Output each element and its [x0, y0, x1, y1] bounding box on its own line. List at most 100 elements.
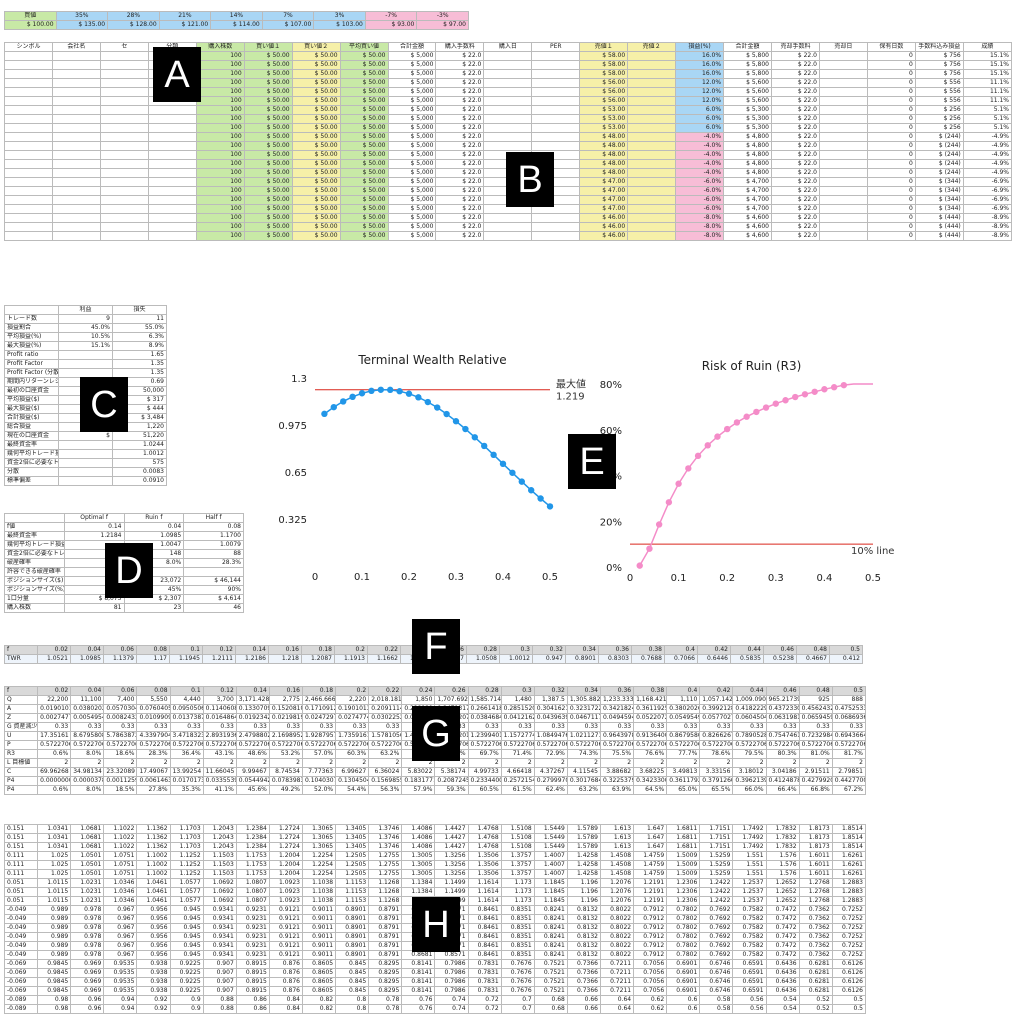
- grid-cell: 0.3225379: [599, 776, 635, 786]
- trade-cell: 100: [195, 222, 245, 232]
- grid-cell: 0.989: [37, 914, 72, 924]
- grid-cell: 0.978: [70, 923, 105, 933]
- empty-cell: [531, 87, 581, 97]
- stats-cell: 6.3%: [112, 332, 167, 342]
- grid-cell: 1.2505: [335, 869, 370, 879]
- grid-cell: 0.33: [599, 722, 635, 732]
- grid-cell: 0.7831: [467, 977, 502, 987]
- trade-cell: 100: [195, 177, 245, 187]
- stats-cell: 最大損益(%): [4, 341, 59, 351]
- empty-cell: [99, 141, 149, 151]
- grid-cell: 0.956: [136, 914, 171, 924]
- grid-cell: 0.6126: [831, 977, 867, 987]
- trade-row: 100 $ 50.00 $ 50.00 $ 50.00 $ 5,000 $ 22.0 $ 5…: [4, 60, 1013, 70]
- trade-cell: $ 4,700: [723, 177, 772, 187]
- y-tick-label: 0.325: [278, 515, 307, 526]
- twr-cell: 1.218: [268, 654, 302, 664]
- trade-cell: $ 5,000: [387, 231, 437, 241]
- trade-cell: $ 22.0: [435, 51, 485, 61]
- trade-cell: 0: [866, 114, 916, 124]
- trade-cell: $ 4,800: [723, 150, 772, 160]
- grid-cell: 0.0335539: [202, 776, 237, 786]
- x-tick-label: 0.5: [542, 572, 558, 583]
- grid-cell: 0.9341: [202, 923, 237, 933]
- empty-cell: [99, 213, 149, 223]
- stats-header: [4, 513, 65, 523]
- trade-cell: $ 50.00: [339, 69, 389, 79]
- trade-cell: -8.0%: [675, 222, 725, 232]
- grid-cell: 0.0000000: [37, 776, 72, 786]
- stats-cell: 9: [58, 314, 113, 324]
- grid-cell: P: [3, 740, 39, 750]
- twr-cell: 0.44: [730, 645, 764, 655]
- grid-cell: 2: [699, 758, 734, 768]
- grid-cell: 0.3231722: [566, 704, 601, 714]
- empty-cell: [51, 69, 101, 79]
- grid-cell: 0.8605: [301, 986, 337, 996]
- grid-cell: 0.3992128: [699, 704, 734, 714]
- grid-cell: 2: [268, 758, 303, 768]
- stats-cell: 0.0083: [112, 467, 167, 477]
- data-point: [762, 404, 770, 411]
- ruin-chart: Risk of Ruin (R3)00.10.20.30.40.50%20%40…: [600, 359, 895, 584]
- grid-cell: 0.4182229: [732, 704, 767, 714]
- grid-cell: 0.1831771: [401, 776, 436, 786]
- grid-cell: 1.7492: [732, 833, 767, 843]
- grid-cell: 0.46: [765, 686, 800, 696]
- grid-cell: 0.8461: [467, 950, 502, 960]
- grid-cell: 2: [37, 758, 72, 768]
- grid-cell: 0.02: [37, 686, 72, 696]
- threshold-label: 最大値: [556, 378, 586, 391]
- grid-cell: 1.0346: [103, 878, 138, 888]
- trade-cell: $ 22.0: [435, 150, 485, 160]
- grid-cell: 1.2505: [335, 860, 370, 870]
- grid-cell: 0.82: [301, 1004, 337, 1014]
- grid-cell: 0.6746: [699, 977, 734, 987]
- grid-cell: 0.969: [70, 959, 105, 969]
- empty-cell: [627, 123, 677, 133]
- data-point: [452, 418, 460, 425]
- grid-cell: 0.1901013: [335, 704, 370, 714]
- grid-cell: 0.0061463: [136, 776, 171, 786]
- x-tick-label: 0.1: [354, 572, 370, 583]
- grid-cell: 0.0082432: [103, 713, 138, 723]
- grid-cell: 1.647: [633, 842, 668, 852]
- trade-cell: 100: [195, 114, 245, 124]
- grid-cell: 0.945: [169, 950, 204, 960]
- grid-cell: 1.8514: [831, 824, 867, 834]
- empty-cell: [531, 60, 581, 70]
- grid-cell: 0.7582: [732, 941, 767, 951]
- grid-cell: 0.12: [202, 686, 237, 696]
- trade-cell: $ (444): [914, 231, 964, 241]
- grid-cell: 0.9341: [202, 941, 237, 951]
- empty-cell: [627, 78, 677, 88]
- grid-cell: 0.6: [666, 995, 701, 1005]
- grid-cell: 0.33: [798, 722, 833, 732]
- trade-cell: $ 50.00: [243, 222, 293, 232]
- grid-cell: 1.647: [633, 833, 668, 843]
- y-tick-label: 0%: [606, 563, 622, 574]
- trade-cell: 0: [866, 177, 916, 187]
- twr-cell: 1.0985: [70, 654, 104, 664]
- trade-cell: $ 50.00: [243, 186, 293, 196]
- grid-cell: 0.33: [533, 722, 568, 732]
- grid-cell: 0.1330709: [235, 704, 270, 714]
- grid-cell: 1.0501: [70, 869, 105, 879]
- stats-cell: 575: [112, 458, 167, 468]
- grid-cell: 1.6811: [666, 833, 701, 843]
- grid-cell: 0.7582: [732, 932, 767, 942]
- grid-cell: 1.1022: [103, 824, 138, 834]
- grid-cell: 0.7986: [434, 986, 469, 996]
- grid-cell: 1.6261: [831, 860, 867, 870]
- grid-cell: 1.5449: [533, 824, 568, 834]
- grid-cell: 1.1503: [202, 851, 237, 861]
- grid-cell: 0.9231: [235, 950, 270, 960]
- grid-cell: 1.1002: [136, 851, 171, 861]
- grid-cell: 1.6011: [798, 860, 833, 870]
- empty-cell: [4, 186, 53, 196]
- grid-cell: 0.0631981: [765, 713, 800, 723]
- top-bar-value: $ 93.00: [364, 20, 418, 30]
- trade-cell: $ 50.00: [291, 51, 341, 61]
- trade-cell: $ 22.0: [435, 204, 485, 214]
- stats-header: Optimal f: [63, 513, 125, 523]
